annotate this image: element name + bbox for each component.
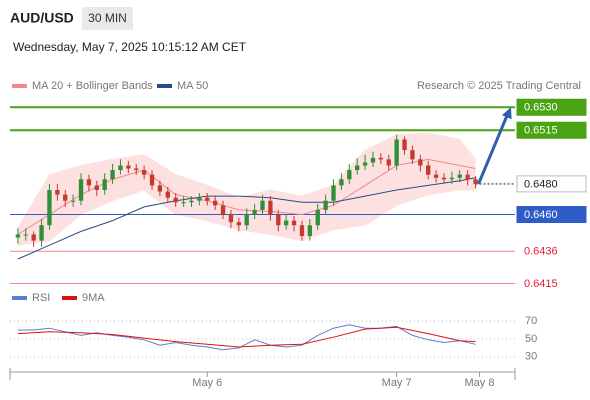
candle-body xyxy=(268,200,273,215)
candle-body xyxy=(86,179,92,186)
indicator-line xyxy=(17,326,476,348)
candle-body xyxy=(433,174,439,178)
indicator-line xyxy=(17,324,476,351)
candle-body xyxy=(110,170,115,180)
candle-body xyxy=(205,197,210,201)
level-label: 0.6515 xyxy=(524,125,558,137)
candle-body xyxy=(370,157,376,163)
candle-body xyxy=(347,170,352,180)
projection-arrow xyxy=(477,112,510,185)
candle-body xyxy=(189,200,194,203)
candle-body xyxy=(181,202,186,204)
level-label-box xyxy=(516,121,587,139)
candle-body xyxy=(94,185,99,190)
candle-body xyxy=(23,234,28,236)
timeframe: 30 MIN xyxy=(88,11,127,25)
candle-body xyxy=(78,179,84,201)
symbol: AUD/USD xyxy=(10,10,74,26)
level-label-box xyxy=(516,206,587,224)
candle-body xyxy=(315,209,320,226)
candle-body xyxy=(118,165,123,171)
candle-body xyxy=(276,214,281,226)
level-label: 0.6436 xyxy=(524,246,558,258)
candle-body xyxy=(63,194,68,201)
level-label: 0.6460 xyxy=(524,209,558,221)
candle-body xyxy=(102,179,107,190)
candle-body xyxy=(197,197,202,201)
candle-body xyxy=(141,170,147,175)
candle-body xyxy=(228,214,234,223)
candle-body xyxy=(39,225,44,241)
legend-label: MA 50 xyxy=(177,80,208,92)
candle-body xyxy=(47,190,52,226)
candle-body xyxy=(149,174,155,186)
candle-body xyxy=(244,214,249,226)
candle-body xyxy=(362,162,368,166)
candle-body xyxy=(457,174,462,178)
y-tick-label: 50 xyxy=(525,333,537,345)
y-tick-label: 30 xyxy=(525,351,537,363)
candle-body xyxy=(307,225,313,236)
candle-body xyxy=(394,139,399,166)
candle-body xyxy=(284,220,289,226)
candle-body xyxy=(426,165,431,175)
timeframe-box xyxy=(82,7,133,30)
x-tick-label: May 8 xyxy=(465,377,495,389)
timestamp: Wednesday, May 7, 2025 10:15:12 AM CET xyxy=(13,40,247,54)
candle-body xyxy=(134,168,139,171)
legend-label: MA 20 + Bollinger Bands xyxy=(32,80,153,92)
candle-body xyxy=(418,159,423,166)
candle-body xyxy=(212,200,218,206)
candle-body xyxy=(299,225,305,236)
candle-body xyxy=(173,197,178,203)
legend-label: 9MA xyxy=(82,292,105,304)
candle-body xyxy=(441,177,447,180)
candle-body xyxy=(15,234,21,238)
candle-body xyxy=(126,165,131,169)
level-label-box xyxy=(516,98,587,116)
candle-body xyxy=(339,179,344,186)
candle-body xyxy=(70,200,76,202)
level-label: 0.6480 xyxy=(524,178,558,190)
level-label: 0.6530 xyxy=(524,102,558,114)
candle-body xyxy=(291,220,297,226)
bollinger-upper xyxy=(17,132,476,229)
candle-body xyxy=(331,185,336,201)
candle-body xyxy=(55,190,60,195)
level-label-box xyxy=(516,175,587,193)
x-tick-label: May 7 xyxy=(382,377,412,389)
bollinger-lower xyxy=(17,189,476,246)
candle-body xyxy=(260,200,265,210)
candle-body xyxy=(252,209,257,215)
projection-arrow-head xyxy=(501,107,512,120)
candle-body xyxy=(465,174,470,180)
candle-body xyxy=(220,205,226,215)
candle-body xyxy=(402,139,407,151)
candle-body xyxy=(378,157,384,160)
credit: Research © 2025 Trading Central xyxy=(417,80,581,92)
candle-body xyxy=(473,179,478,184)
candle-body xyxy=(449,177,455,180)
y-tick-label: 70 xyxy=(525,315,537,327)
candle-body xyxy=(165,191,170,198)
candle-body xyxy=(355,165,360,171)
x-tick-label: May 6 xyxy=(192,377,222,389)
level-label: 0.6415 xyxy=(524,278,558,290)
moving-average-line xyxy=(17,177,476,260)
candle-body xyxy=(323,200,328,210)
legend-label: RSI xyxy=(32,292,50,304)
candle-body xyxy=(157,185,163,192)
candle-body xyxy=(236,222,241,226)
candle-body xyxy=(386,159,391,166)
candle-body xyxy=(31,234,36,241)
candle-body xyxy=(410,150,415,160)
bollinger-band-area xyxy=(17,133,476,246)
